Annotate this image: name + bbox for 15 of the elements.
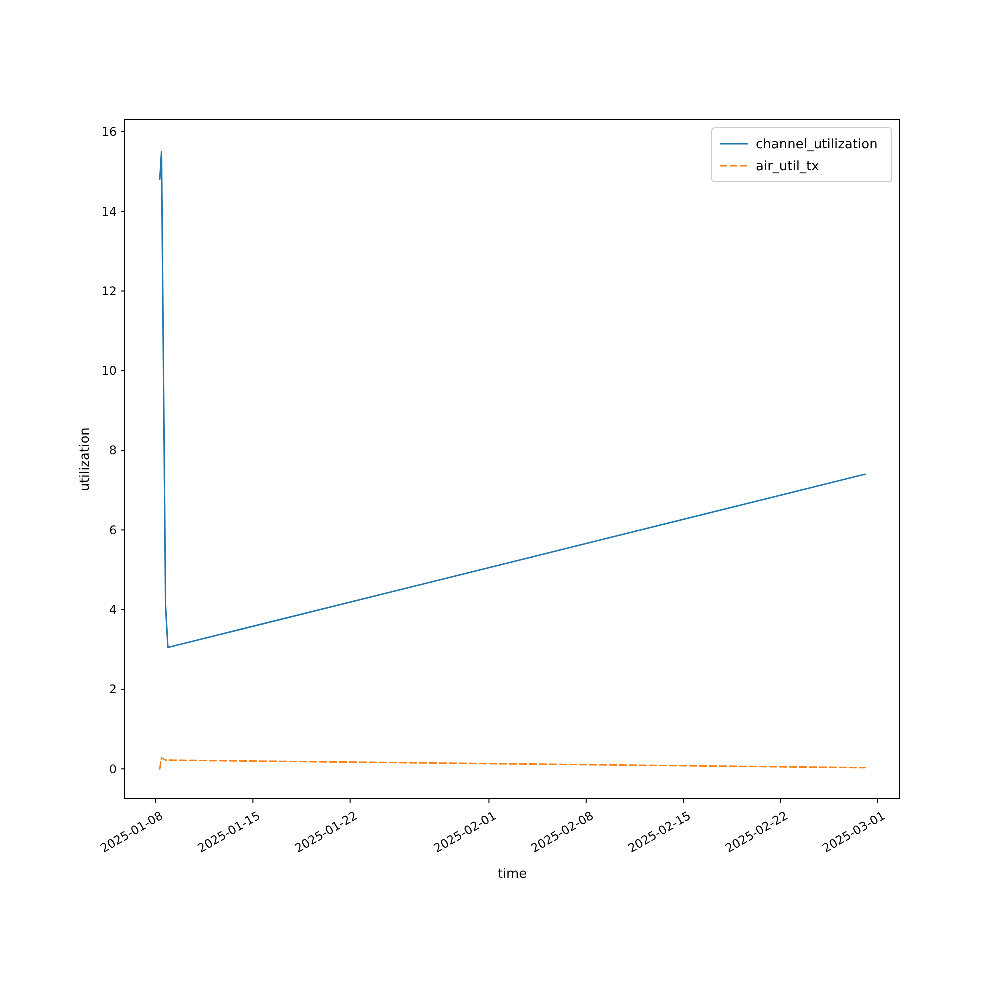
- legend-label: air_util_tx: [756, 160, 820, 175]
- line-series: [159, 151, 866, 648]
- x-axis-title: time: [498, 867, 528, 882]
- y-tick-label: 4: [109, 603, 117, 618]
- y-axis-title: utilization: [78, 428, 93, 492]
- y-tick-label: 14: [102, 204, 117, 219]
- y-tick-label: 2: [109, 682, 117, 697]
- y-tick-label: 16: [102, 125, 117, 140]
- legend-label: channel_utilization: [756, 138, 878, 153]
- y-tick-label: 12: [102, 284, 117, 298]
- line-series: [159, 757, 866, 770]
- y-tick-label: 8: [109, 444, 117, 458]
- y-tick-label: 0: [109, 762, 117, 776]
- y-tick-label: 6: [109, 523, 117, 538]
- y-tick-label: 10: [102, 364, 117, 378]
